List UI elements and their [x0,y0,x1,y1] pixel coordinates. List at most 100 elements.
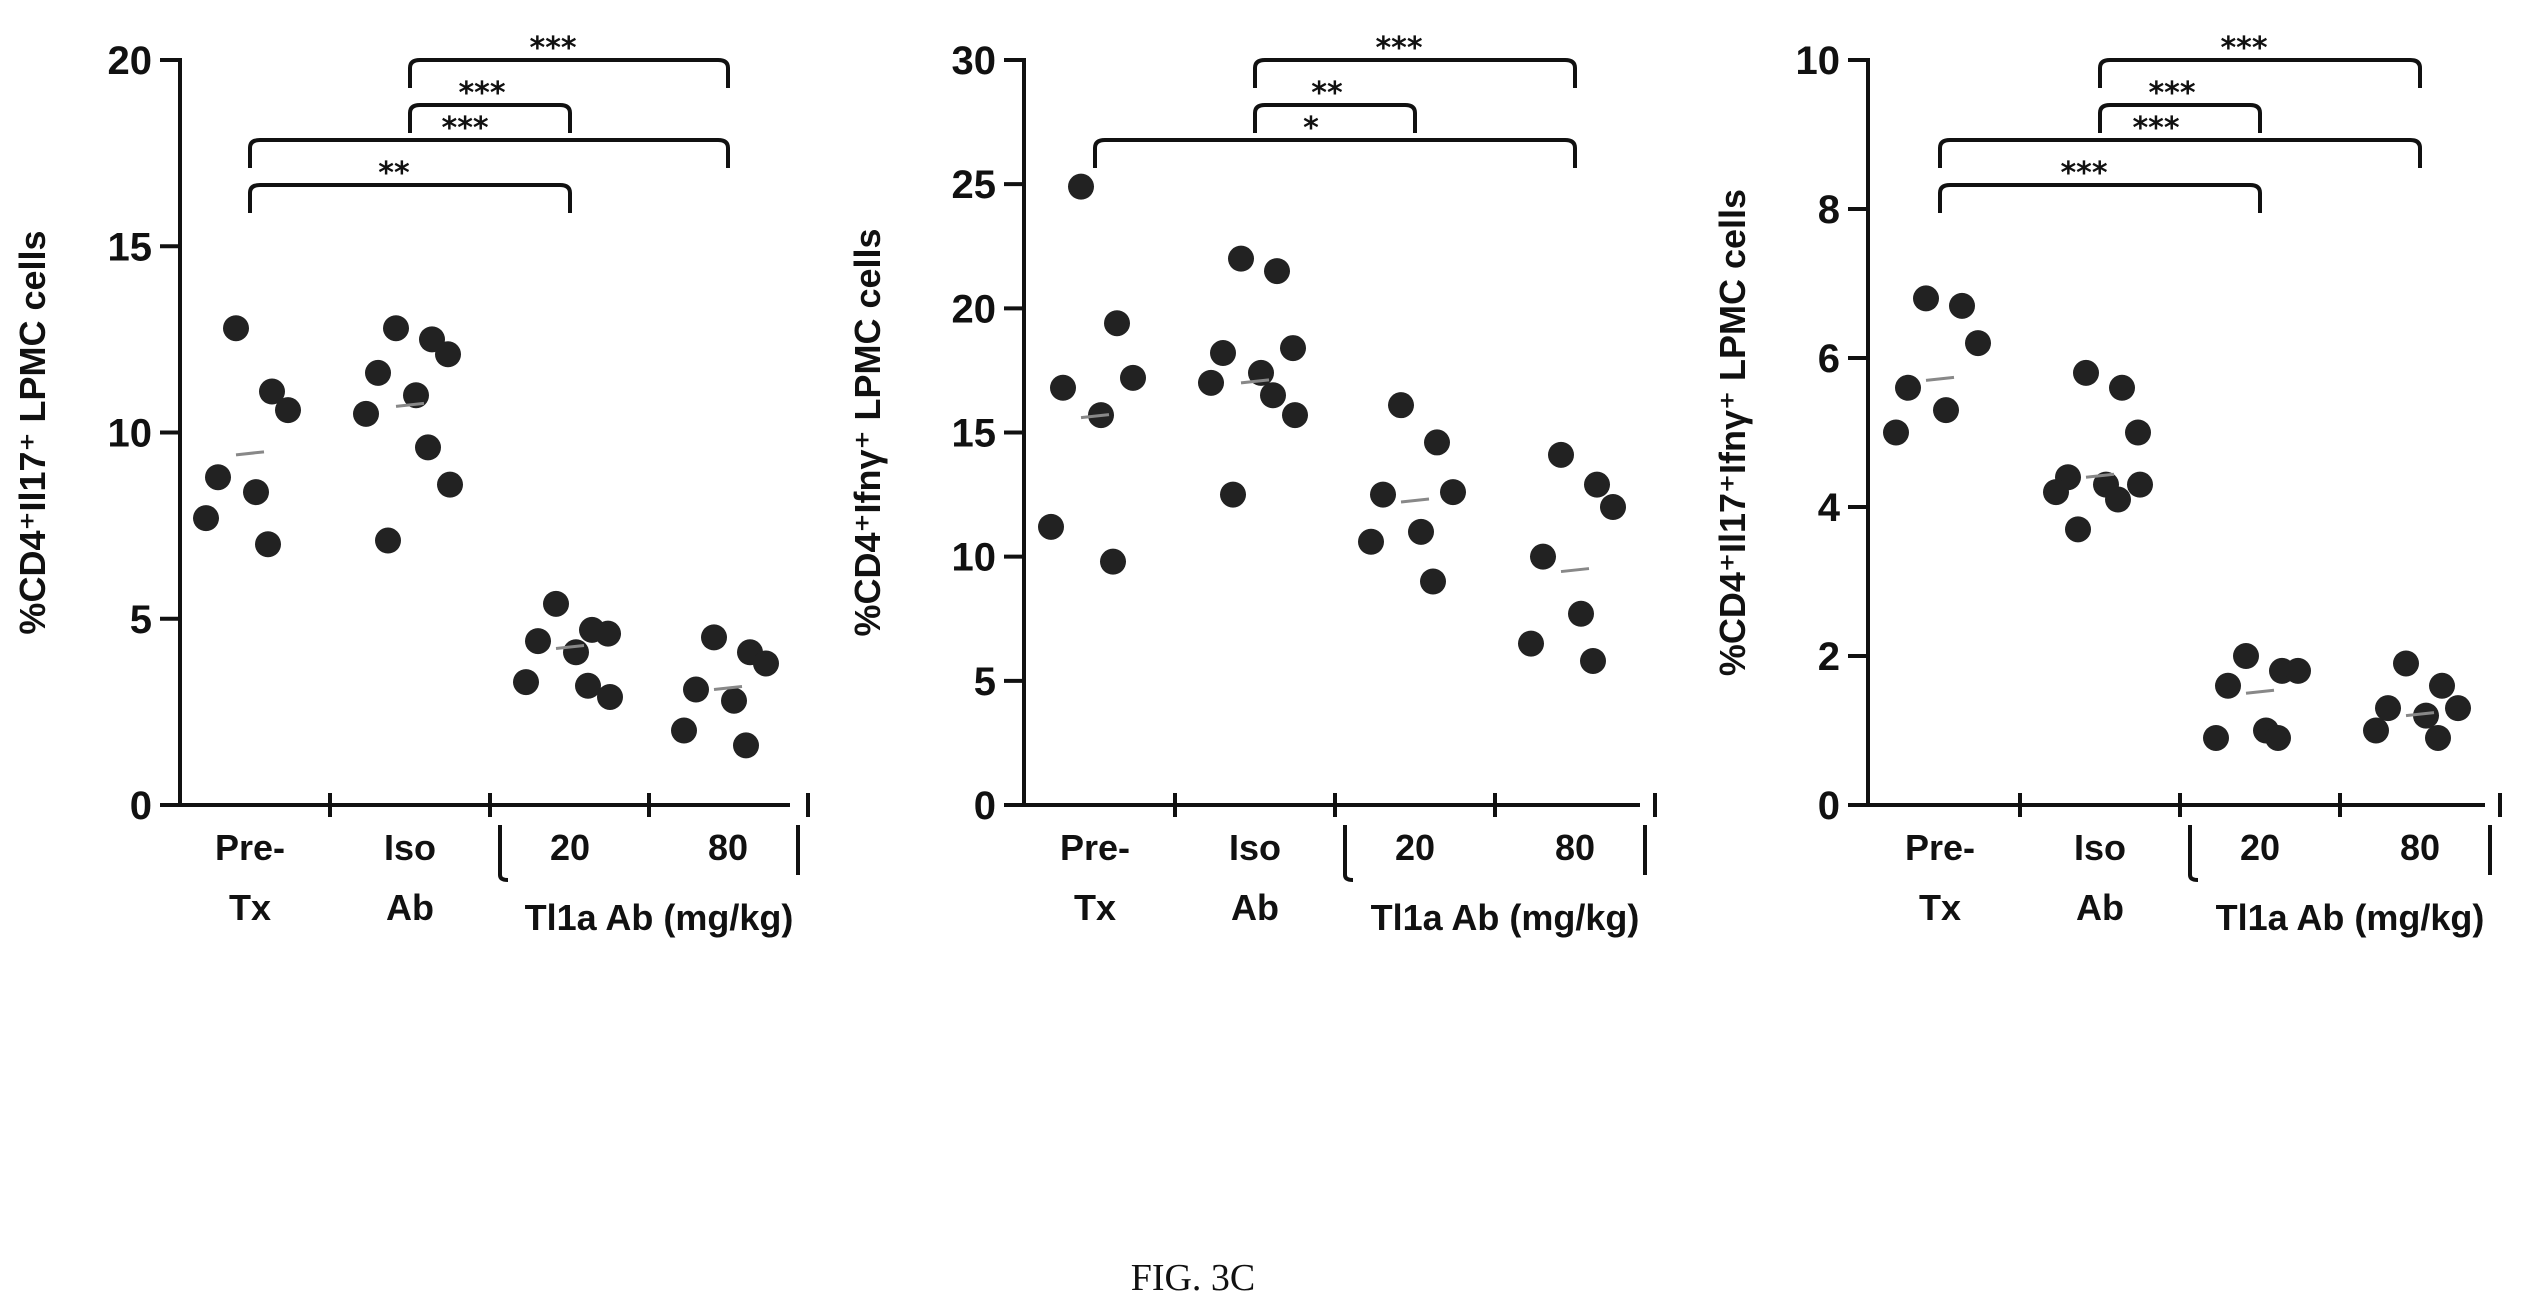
y-tick-label: 15 [952,412,997,456]
data-point [2375,695,2401,722]
dose-group-bracket [2188,825,2492,882]
data-point [2073,359,2099,386]
data-point [403,382,429,409]
data-point [683,676,709,703]
y-tick-label: 20 [952,287,997,331]
data-point [1895,374,1921,401]
category-label-line2: Tx [1074,887,1116,928]
data-point [2215,672,2241,699]
data-point [275,397,301,424]
significance-bracket [2098,58,2422,88]
median-mark [1400,497,1430,504]
data-point [1883,419,1909,446]
y-axis-label: %CD4⁺Il17⁺Ifnγ⁺ LPMC cells [1712,189,1753,676]
category-label-line1: 80 [708,827,748,868]
y-tick-label: 2 [1818,635,1840,679]
data-point [1050,374,1076,401]
y-tick-label: 0 [974,784,996,828]
median-mark [713,685,743,692]
median-mark [395,401,425,408]
data-point [525,628,551,655]
data-point [543,590,569,617]
category-label-line2: Tx [229,887,271,928]
data-point [243,479,269,506]
data-point [1068,173,1094,200]
chart-panel-3: 0 2 4 6 8 10 %CD4⁺Il17⁺Ifnγ⁺ LPMC cells Pre- Tx I… [1712,31,2502,938]
data-point [1264,258,1290,285]
data-point [1388,392,1414,419]
data-point [1198,369,1224,396]
data-point [2127,471,2153,498]
data-point [255,531,281,558]
significance-label: *** [2060,156,2107,191]
dose-group-label: Tl1a Ab (mg/kg) [2216,897,2485,938]
y-tick-label: 8 [1818,188,1840,232]
data-point [1370,481,1396,508]
data-point [1580,647,1606,674]
dose-group-bracket [1343,825,1647,882]
data-point [2429,672,2455,699]
significance-label: *** [530,31,577,66]
significance-bracket [1253,58,1577,88]
dose-group-label: Tl1a Ab (mg/kg) [525,897,794,938]
data-point [259,378,285,405]
significance-label: *** [458,76,505,111]
data-point [575,672,601,699]
chart-panel-2: 0 5 10 15 20 25 30 %CD4⁺Ifnγ⁺ LPMC cells Pre- Tx I… [847,31,1657,938]
data-point [2043,479,2069,506]
data-point [1965,330,1991,357]
data-point [2065,516,2091,543]
data-point [1584,471,1610,498]
data-point [2203,724,2229,751]
category-label-line2: Ab [386,887,434,928]
data-point [513,669,539,696]
significance-label: *** [2132,111,2179,146]
data-point [435,341,461,368]
data-point [1600,494,1626,520]
significance-label: * [1303,111,1319,146]
y-tick-label: 0 [1818,784,1840,828]
significance-label: ** [1311,76,1343,111]
dose-group-label: Tl1a Ab (mg/kg) [1371,897,1640,938]
data-point [2265,724,2291,751]
data-point [1440,479,1466,506]
y-tick-label: 6 [1818,337,1840,381]
data-point [597,683,623,710]
data-point [1038,513,1064,540]
significance-label: *** [442,111,489,146]
category-label-line1: Iso [1229,827,1281,868]
data-point [1424,429,1450,456]
significance-label: *** [2148,76,2195,111]
data-point [2363,717,2389,744]
figure-caption: FIG. 3C [1131,1257,1256,1299]
category-label-line1: 20 [550,827,590,868]
data-point [1933,397,1959,424]
median-mark [555,644,585,651]
data-point [353,400,379,427]
median-mark [2085,472,2115,479]
y-tick-label: 5 [130,598,152,642]
median-mark [1560,567,1590,574]
significance-bracket [248,183,572,213]
y-tick-label: 5 [974,660,996,704]
y-tick-label: 10 [952,536,997,580]
significance-label: *** [1375,31,1422,66]
y-axis-label: %CD4⁺Il17⁺ LPMC cells [12,230,53,634]
data-point [365,359,391,386]
category-label-line2: Tx [1919,887,1961,928]
y-tick-label: 10 [1796,39,1841,83]
data-point [2445,695,2471,722]
category-label-line1: Pre- [1060,827,1130,868]
data-point [1949,292,1975,319]
data-point [1282,402,1308,429]
median-mark [2405,711,2435,718]
significance-label: *** [2220,31,2267,66]
median-mark [2245,688,2275,695]
significance-bracket [1253,103,1417,133]
category-label-line1: 20 [1395,827,1435,868]
data-point [1280,335,1306,362]
data-point [383,315,409,342]
y-tick-label: 0 [130,784,152,828]
